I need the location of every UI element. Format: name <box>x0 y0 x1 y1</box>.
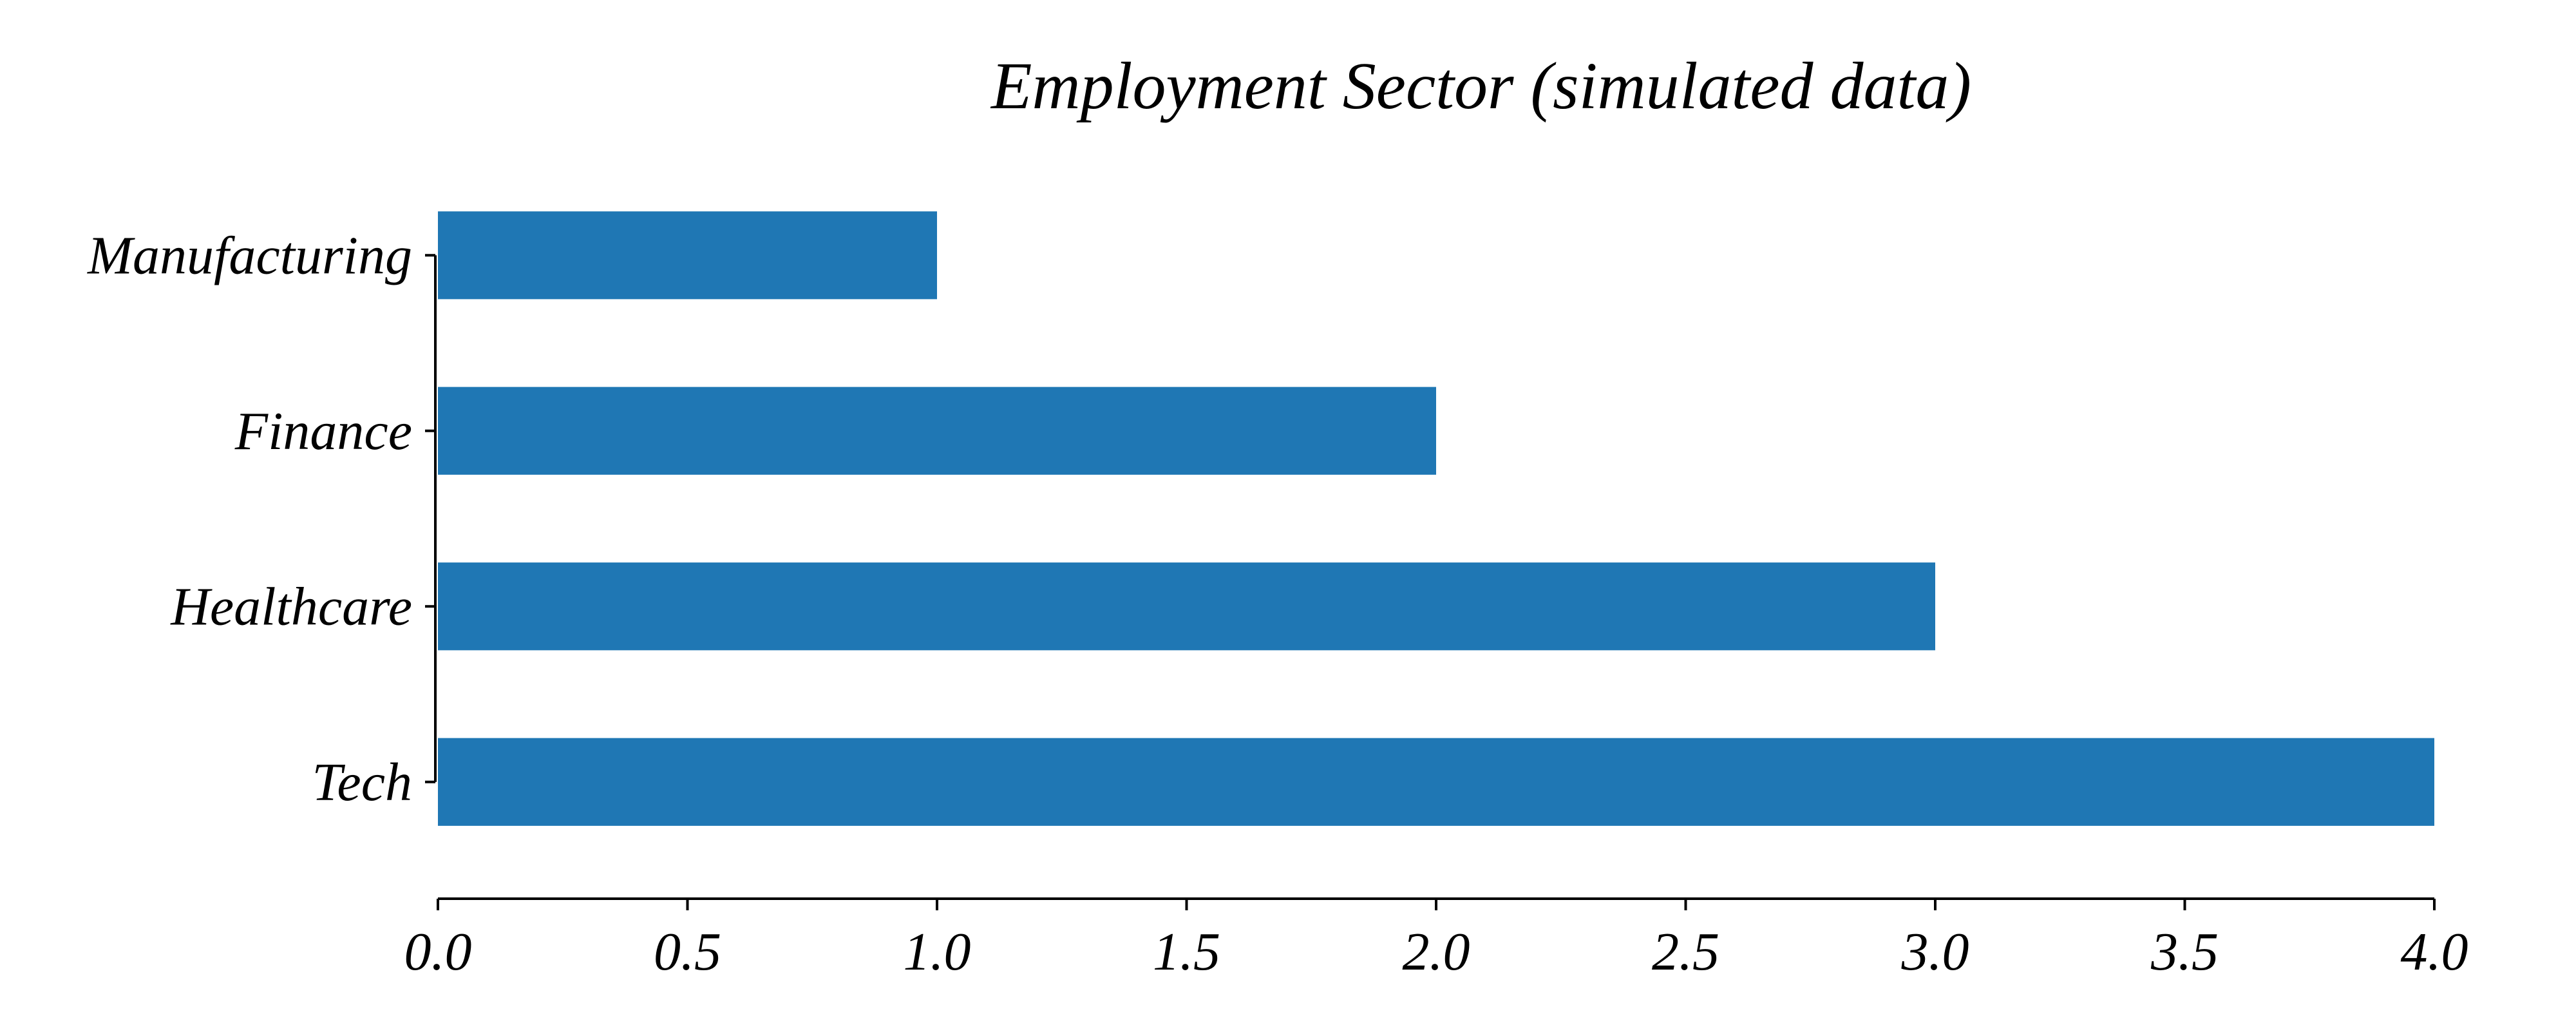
x-tick-label: 2.0 <box>1403 922 1470 982</box>
x-tick-label: 4.0 <box>2401 922 2468 982</box>
x-tick-label: 0.0 <box>404 922 472 982</box>
y-tick-label: Manufacturing <box>87 225 412 285</box>
x-tick-label: 0.5 <box>654 922 721 982</box>
bar-tech <box>438 738 2434 826</box>
bar-manufacturing <box>438 211 937 300</box>
axes-layer: Tech Healthcare Finance Manufacturing 0.0 0.5… <box>87 225 2468 982</box>
x-tick-label: 1.0 <box>904 922 971 982</box>
x-tick-label: 2.5 <box>1652 922 1719 982</box>
y-tick-label: Healthcare <box>170 577 412 637</box>
y-tick-label: Finance <box>234 401 412 461</box>
bars-layer <box>438 211 2434 826</box>
bar-healthcare <box>438 562 1935 651</box>
chart-title: Employment Sector (simulated data) <box>990 49 1971 123</box>
y-tick-label: Tech <box>312 752 412 812</box>
x-tick-label: 3.0 <box>1901 922 1969 982</box>
bar-finance <box>438 387 1436 475</box>
x-tick-label: 1.5 <box>1153 922 1220 982</box>
x-tick-label: 3.5 <box>2150 922 2219 982</box>
